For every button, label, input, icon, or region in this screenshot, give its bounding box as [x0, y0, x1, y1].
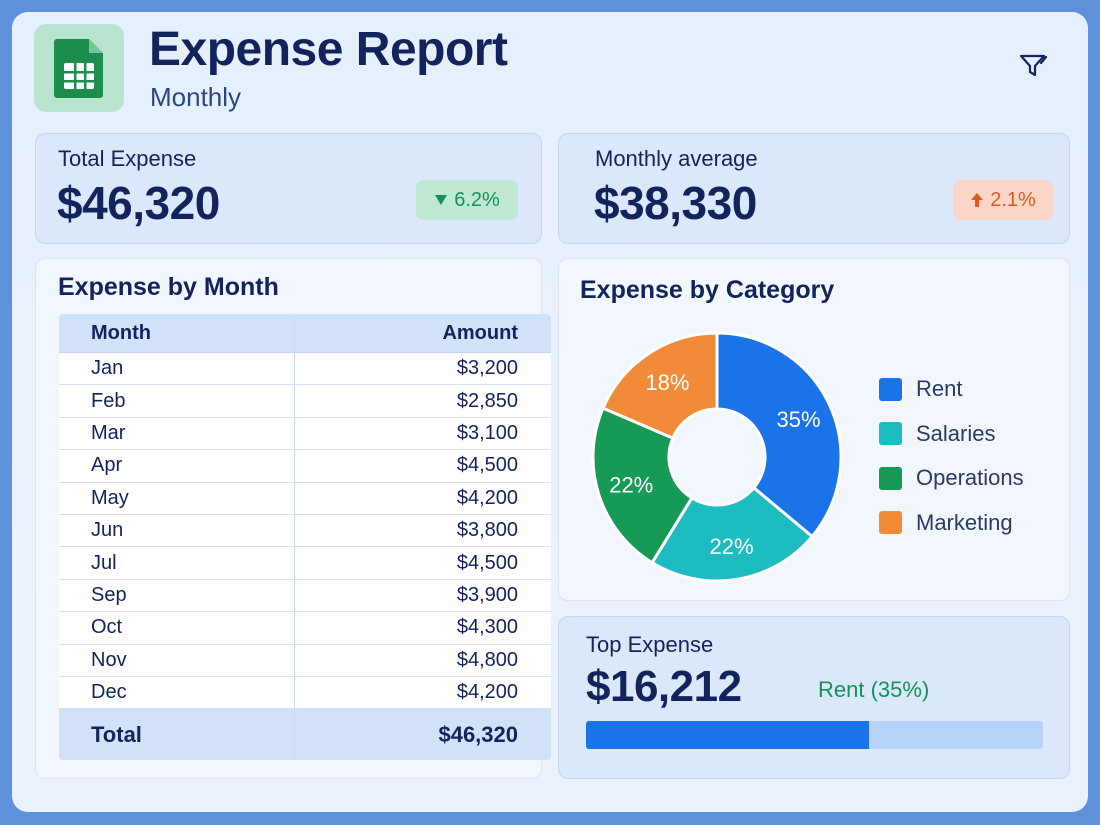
top-expense-value: $16,212 [586, 662, 742, 711]
table-header-row: Month Amount [59, 314, 551, 353]
legend-label: Rent [916, 376, 963, 402]
month-cell: Nov [59, 644, 295, 676]
slice-label-operations: 22% [609, 472, 653, 497]
column-header-month[interactable]: Month [59, 314, 295, 352]
table-row[interactable]: Oct $4,300 [59, 612, 551, 645]
month-cell: Apr [59, 450, 295, 482]
filter-icon [1019, 54, 1048, 77]
total-expense-label: Total Expense [58, 146, 197, 171]
table-total-row: Total $46,320 [59, 709, 551, 761]
amount-cell: $4,500 [456, 454, 518, 477]
table-row[interactable]: Jun $3,800 [59, 514, 551, 548]
amount-cell: $3,200 [456, 357, 518, 380]
average-change-badge: 2.1% [953, 180, 1053, 220]
legend-item-salaries[interactable]: Salaries [879, 412, 1024, 457]
table-body: Jan $3,200 Feb $2,850 Mar $3,100 Apr $4,500 May $… [59, 353, 551, 710]
legend-item-operations[interactable]: Operations [879, 456, 1024, 501]
amount-cell: $4,200 [456, 681, 518, 704]
legend-label: Operations [916, 465, 1024, 491]
column-header-amount[interactable]: Amount [442, 321, 518, 344]
total-expense-card: Total Expense $46,320 6.2% [35, 133, 542, 244]
total-change-value: 6.2% [454, 188, 500, 211]
amount-cell: $4,300 [456, 616, 518, 639]
slice-operations[interactable] [591, 406, 694, 565]
average-change-value: 2.1% [990, 188, 1036, 211]
expense-by-month-panel: Expense by Month Month Amount Jan $3,200 F… [35, 258, 551, 779]
total-amount: $46,320 [438, 721, 518, 747]
monthly-average-value: $38,330 [594, 177, 757, 229]
month-cell: Feb [59, 385, 295, 417]
table-row[interactable]: Nov $4,800 [59, 644, 551, 677]
table-row[interactable]: Jan $3,200 [59, 353, 551, 386]
total-label: Total [59, 709, 295, 761]
month-cell: Sep [59, 579, 295, 612]
dashboard-frame: Expense Report Monthly Total Expense $46… [12, 12, 1088, 812]
spreadsheet-icon [34, 24, 124, 112]
filter-button[interactable] [1016, 50, 1052, 82]
month-cell: Jan [59, 353, 295, 385]
month-cell: Jul [59, 547, 295, 579]
slice-salaries[interactable] [650, 485, 815, 583]
amount-cell: $3,800 [456, 519, 518, 542]
legend-item-marketing[interactable]: Marketing [879, 501, 1024, 546]
table-row[interactable]: Dec $4,200 [59, 676, 551, 710]
month-cell: Jun [59, 514, 295, 547]
month-cell: Mar [59, 417, 295, 450]
table-row[interactable]: May $4,200 [59, 482, 551, 515]
legend-label: Salaries [916, 420, 996, 446]
slice-marketing[interactable] [601, 331, 719, 441]
amount-cell: $4,500 [456, 551, 518, 574]
total-expense-value: $46,320 [57, 177, 220, 229]
arrow-up-icon [971, 193, 984, 207]
page-title: Expense Report [149, 23, 508, 76]
legend-swatch [879, 377, 902, 401]
triangle-down-icon [435, 195, 448, 205]
amount-cell: $3,100 [456, 421, 518, 444]
table-row[interactable]: Feb $2,850 [59, 385, 551, 418]
month-cell: Oct [59, 612, 295, 644]
top-expense-progress [586, 721, 1043, 749]
table-row[interactable]: Jul $4,500 [59, 547, 551, 580]
table-row[interactable]: Sep $3,900 [59, 579, 551, 613]
expense-by-month-title: Expense by Month [58, 273, 279, 301]
amount-cell: $2,850 [456, 389, 518, 412]
monthly-average-card: Monthly average $38,330 2.1% [558, 133, 1070, 244]
top-expense-progress-fill [586, 721, 870, 749]
top-expense-category: Rent (35%) [818, 677, 930, 702]
page-subtitle: Monthly [150, 82, 242, 112]
month-cell: May [59, 482, 295, 514]
amount-cell: $4,200 [456, 486, 518, 509]
month-cell: Dec [59, 676, 295, 709]
slice-label-marketing: 18% [645, 370, 689, 395]
amount-cell: $4,800 [456, 648, 518, 671]
slice-label-rent: 35% [777, 407, 821, 432]
category-donut-chart: 35% 22% 22% 18% [591, 331, 843, 583]
expense-by-category-panel: Expense by Category 35% 22% 22% 18% Rent Sal… [558, 258, 1070, 601]
expense-table: Month Amount Jan $3,200 Feb $2,850 Mar $3,100… [59, 314, 551, 761]
legend-swatch [879, 511, 902, 535]
table-row[interactable]: Apr $4,500 [59, 450, 551, 483]
top-expense-label: Top Expense [586, 632, 714, 657]
slice-label-salaries: 22% [709, 534, 753, 559]
total-change-badge: 6.2% [416, 180, 518, 220]
table-row[interactable]: Mar $3,100 [59, 417, 551, 451]
top-expense-card: Top Expense $16,212 Rent (35%) [558, 616, 1070, 779]
chart-legend: Rent Salaries Operations Marketing [879, 367, 1024, 545]
legend-item-rent[interactable]: Rent [879, 367, 1024, 412]
amount-cell: $3,900 [456, 583, 518, 606]
expense-by-category-title: Expense by Category [580, 276, 835, 304]
slice-rent[interactable] [715, 331, 843, 539]
legend-label: Marketing [916, 509, 1013, 535]
monthly-average-label: Monthly average [595, 146, 758, 171]
legend-swatch [879, 422, 902, 446]
legend-swatch [879, 466, 902, 490]
